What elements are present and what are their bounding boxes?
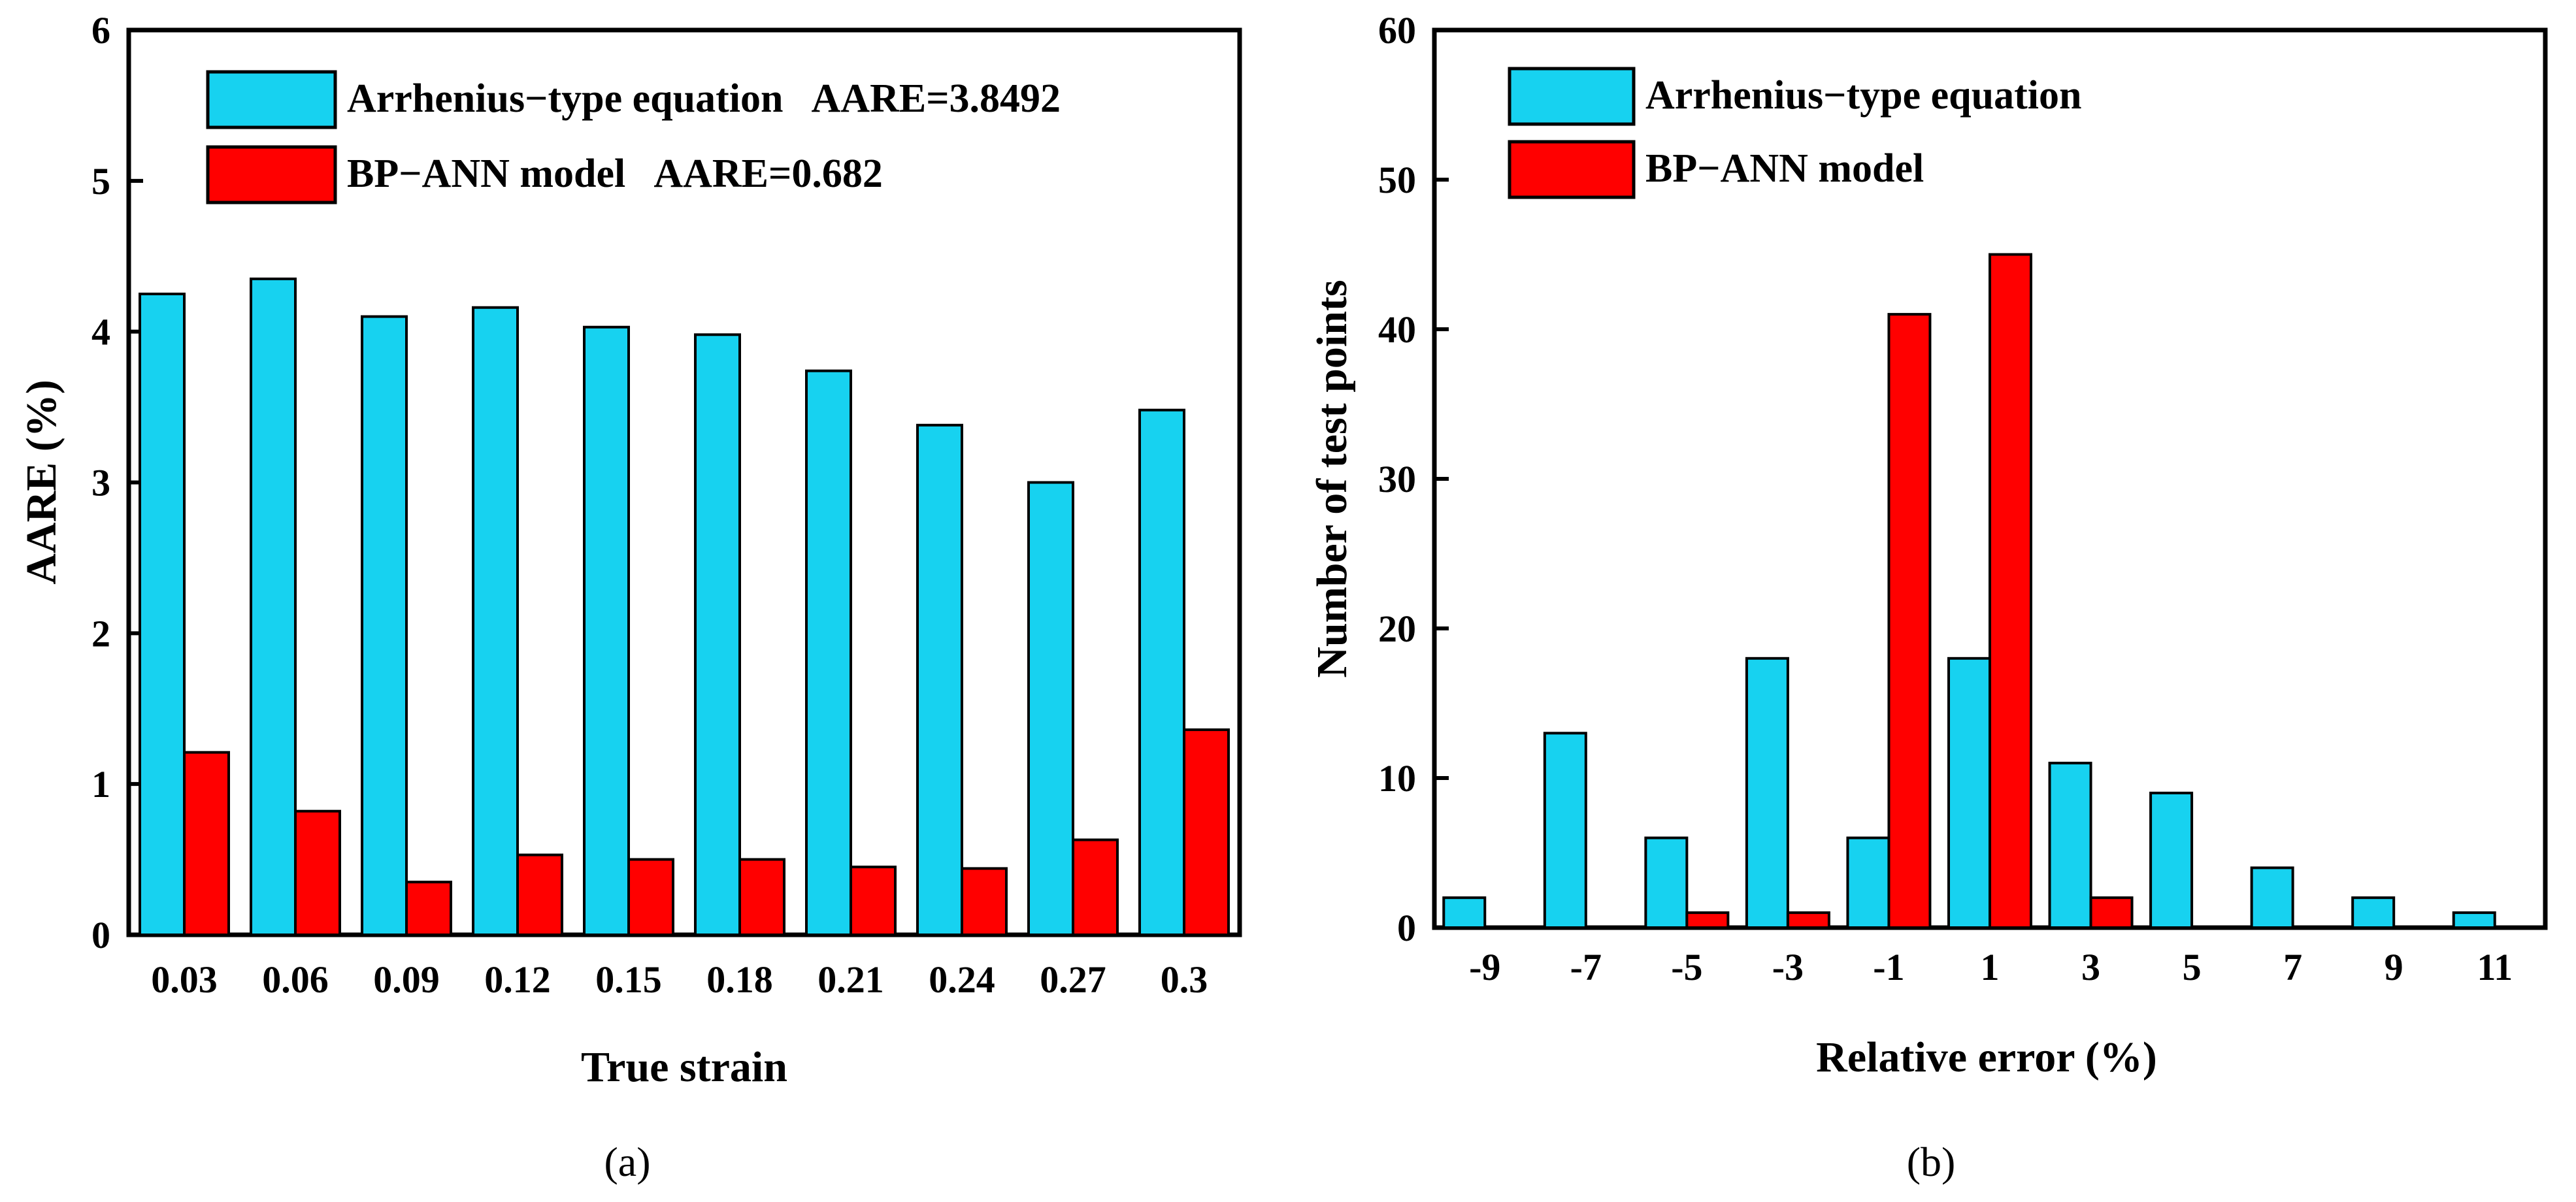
x-tick-label: 3 xyxy=(2081,946,2100,988)
arrhenius-bar xyxy=(916,423,963,936)
arrhenius-bar xyxy=(1947,657,1991,929)
arrhenius-bar xyxy=(361,315,408,937)
bp-ann-bar xyxy=(1183,728,1230,936)
arrhenius-bar xyxy=(250,277,297,936)
x-tick-label: 11 xyxy=(2477,946,2513,988)
bp-ann-bar xyxy=(961,867,1008,937)
x-tick-label: -3 xyxy=(1772,946,1804,988)
y-axis-a: 0 1 2 3 4 5 6 xyxy=(91,9,143,956)
y-tick-label: 5 xyxy=(91,160,110,203)
legend-swatch-arrhenius xyxy=(206,70,337,129)
x-tick-label: -9 xyxy=(1469,946,1500,988)
arrhenius-bar xyxy=(139,292,186,937)
x-tick-label: 1 xyxy=(1981,946,2000,988)
y-tick-label: 60 xyxy=(1378,9,1416,52)
bp-ann-bar xyxy=(1887,313,1932,930)
x-tick-label: 0.3 xyxy=(1161,958,1208,1001)
bp-ann-bar xyxy=(1786,911,1830,929)
arrhenius-bar xyxy=(1138,408,1185,936)
panel-label-a: (a) xyxy=(604,1139,650,1185)
y-tick-label: 50 xyxy=(1378,159,1416,201)
arrhenius-bar xyxy=(1543,732,1587,930)
panel-label-b: (b) xyxy=(1907,1139,1956,1185)
x-tick-label: 5 xyxy=(2183,946,2202,988)
arrhenius-bar xyxy=(805,369,852,936)
legend-label-bp-ann: BP−ANN model AARE=0.682 xyxy=(347,152,883,196)
x-tick-label: -5 xyxy=(1671,946,1702,988)
x-tick-label: -7 xyxy=(1570,946,1602,988)
x-tick-label: 0.03 xyxy=(151,958,218,1001)
y-tick-label: 40 xyxy=(1378,308,1416,351)
y-tick-label: 0 xyxy=(91,914,110,956)
x-tick-label: -1 xyxy=(1873,946,1904,988)
y-axis-b: 0 10 20 30 40 50 60 xyxy=(1378,9,1449,949)
arrhenius-bar xyxy=(1745,657,1789,929)
arrhenius-bar xyxy=(1027,481,1074,936)
y-tick-label: 3 xyxy=(91,462,110,504)
y-tick-label: 10 xyxy=(1378,757,1416,800)
arrhenius-bar xyxy=(583,325,630,937)
bp-ann-bar xyxy=(738,858,785,937)
bp-ann-bar xyxy=(1072,838,1119,936)
bp-ann-bar xyxy=(294,809,341,937)
y-tick-label: 0 xyxy=(1397,907,1416,949)
legend-swatch-bp-ann xyxy=(206,145,337,204)
y-tick-label: 30 xyxy=(1378,458,1416,500)
arrhenius-bar xyxy=(2149,791,2194,930)
arrhenius-bar xyxy=(1846,836,1891,929)
x-tick-label: 0.27 xyxy=(1040,958,1106,1001)
bp-ann-bar xyxy=(405,881,452,937)
bars-a xyxy=(139,277,1230,937)
x-tick-label: 0.18 xyxy=(706,958,773,1001)
y-axis-title-b: Number of test points xyxy=(1308,280,1356,677)
arrhenius-bar xyxy=(2250,866,2294,930)
bp-ann-bar xyxy=(1989,253,2032,929)
bars-b xyxy=(1442,253,2496,930)
arrhenius-bar xyxy=(472,306,519,936)
y-axis-title-a: AARE (%) xyxy=(18,380,65,584)
x-tick-label: 9 xyxy=(2385,946,2403,988)
y-tick-label: 2 xyxy=(91,612,110,655)
legend-swatch-arrhenius xyxy=(1508,67,1636,126)
x-tick-label: 0.24 xyxy=(929,958,995,1001)
arrhenius-bar xyxy=(694,333,741,936)
y-tick-label: 6 xyxy=(91,9,110,52)
legend-label-arrhenius: Arrhenius−type equation AARE=3.8492 xyxy=(347,76,1061,121)
x-tick-label: 0.06 xyxy=(262,958,329,1001)
legend-swatch-bp-ann xyxy=(1508,140,1636,199)
x-tick-label: 0.12 xyxy=(484,958,551,1001)
x-tick-label: 7 xyxy=(2283,946,2302,988)
legend-b: Arrhenius−type equation BP−ANN model xyxy=(1508,67,2081,199)
arrhenius-bar xyxy=(1442,896,1487,929)
legend-label-bp-ann: BP−ANN model xyxy=(1645,146,1924,191)
bp-ann-bar xyxy=(1685,911,1730,929)
chart-panel-b: 0 10 20 30 40 50 60 -9 -7 -5 -3 -1 1 3 5 7 9 11 Arrheniu… xyxy=(1308,9,2548,1185)
bp-ann-bar xyxy=(627,858,674,937)
legend-a: Arrhenius−type equation AARE=3.8492 BP−AN… xyxy=(206,70,1061,204)
bp-ann-bar xyxy=(2089,896,2134,929)
bp-ann-bar xyxy=(516,853,563,936)
legend-label-arrhenius: Arrhenius−type equation xyxy=(1645,73,2081,118)
x-axis-a: 0.03 0.06 0.09 0.12 0.15 0.18 0.21 0.24 0.27 0.3 xyxy=(151,958,1208,1001)
x-axis-b: -9 -7 -5 -3 -1 1 3 5 7 9 11 xyxy=(1469,946,2513,988)
bp-ann-bar xyxy=(850,866,897,936)
bp-ann-bar xyxy=(183,751,230,936)
y-tick-label: 4 xyxy=(91,311,110,353)
arrhenius-bar xyxy=(1644,836,1689,929)
x-tick-label: 0.09 xyxy=(373,958,440,1001)
arrhenius-bar xyxy=(2452,911,2496,929)
y-tick-label: 1 xyxy=(91,763,110,805)
x-tick-label: 0.21 xyxy=(817,958,884,1001)
x-tick-label: 0.15 xyxy=(595,958,662,1001)
x-axis-title-a: True strain xyxy=(581,1043,787,1091)
x-axis-title-b: Relative error (%) xyxy=(1816,1033,2157,1081)
y-tick-label: 20 xyxy=(1378,608,1416,650)
arrhenius-bar xyxy=(2048,762,2092,929)
chart-panel-a: 0 1 2 3 4 5 6 0.03 0.06 0.09 0.12 0.15 0.18 0.21 0.24… xyxy=(18,9,1242,1185)
arrhenius-bar xyxy=(2351,896,2396,929)
